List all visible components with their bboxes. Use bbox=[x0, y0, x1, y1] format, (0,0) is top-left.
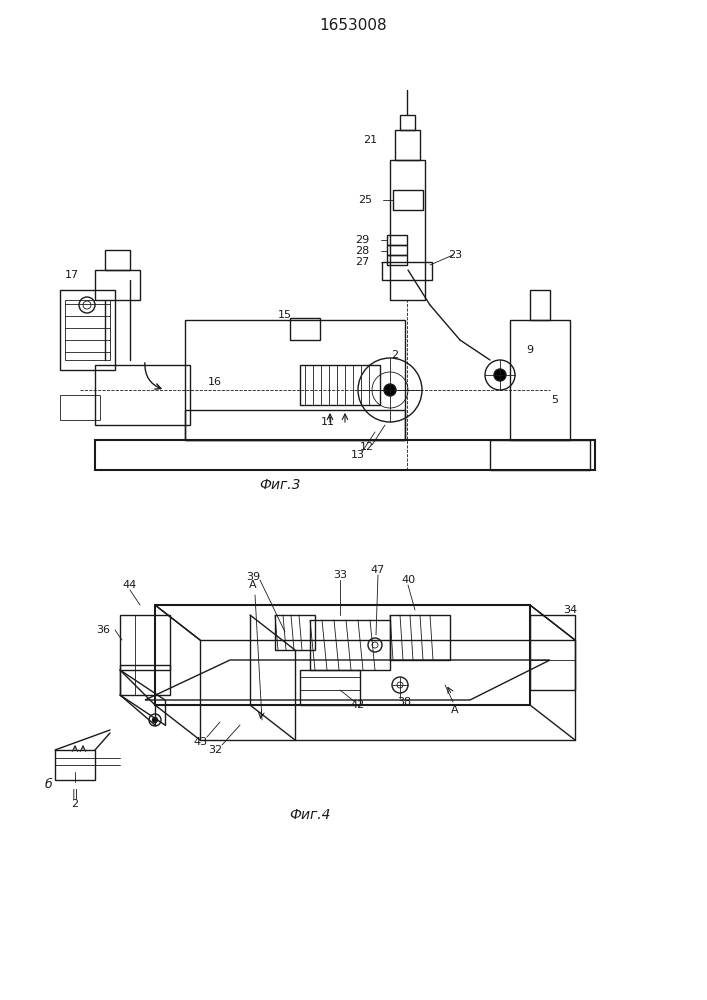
Text: 36: 36 bbox=[96, 625, 110, 635]
Bar bbox=[390, 615, 450, 660]
Text: 29: 29 bbox=[355, 235, 369, 245]
Text: 43: 43 bbox=[193, 737, 207, 747]
Text: 9: 9 bbox=[527, 345, 534, 355]
Text: 12: 12 bbox=[360, 442, 374, 452]
Text: 47: 47 bbox=[371, 565, 385, 575]
Text: 39: 39 bbox=[246, 572, 260, 582]
Text: 17: 17 bbox=[65, 270, 79, 280]
Bar bbox=[300, 670, 360, 705]
Bar bbox=[510, 320, 570, 440]
Text: Фиг.4: Фиг.4 bbox=[289, 808, 331, 822]
Text: 15: 15 bbox=[278, 310, 292, 320]
Bar bbox=[530, 290, 550, 320]
Text: 44: 44 bbox=[123, 580, 137, 590]
Text: 16: 16 bbox=[208, 377, 222, 387]
Text: 13: 13 bbox=[351, 450, 365, 460]
Bar bbox=[95, 440, 595, 470]
Bar bbox=[400, 115, 415, 130]
Bar bbox=[95, 365, 190, 425]
Text: 34: 34 bbox=[563, 605, 577, 615]
Circle shape bbox=[153, 718, 158, 722]
Bar bbox=[310, 620, 390, 670]
Bar bbox=[290, 318, 320, 340]
Bar bbox=[530, 615, 575, 690]
Bar bbox=[60, 395, 100, 420]
Bar bbox=[275, 615, 315, 650]
Circle shape bbox=[384, 384, 396, 396]
Text: Фиг.3: Фиг.3 bbox=[259, 478, 300, 492]
Circle shape bbox=[494, 369, 506, 381]
Text: 40: 40 bbox=[401, 575, 415, 585]
Bar bbox=[55, 750, 95, 780]
Text: 27: 27 bbox=[355, 257, 369, 267]
Bar bbox=[490, 440, 590, 470]
Text: 11: 11 bbox=[321, 417, 335, 427]
Text: ||: || bbox=[71, 789, 78, 799]
Text: 5: 5 bbox=[551, 395, 559, 405]
Bar bbox=[60, 290, 115, 370]
Bar bbox=[95, 270, 140, 300]
Bar bbox=[390, 160, 425, 300]
Bar bbox=[387, 255, 407, 265]
Bar bbox=[105, 250, 130, 270]
Text: 42: 42 bbox=[351, 700, 365, 710]
Text: A: A bbox=[451, 705, 459, 715]
Text: 28: 28 bbox=[355, 246, 369, 256]
Text: 25: 25 bbox=[358, 195, 372, 205]
Text: 33: 33 bbox=[333, 570, 347, 580]
Bar bbox=[300, 365, 380, 405]
Text: 2: 2 bbox=[71, 799, 78, 809]
Text: 23: 23 bbox=[448, 250, 462, 260]
Bar bbox=[382, 262, 432, 280]
Bar bbox=[185, 320, 405, 440]
Text: 21: 21 bbox=[363, 135, 377, 145]
Bar bbox=[395, 130, 420, 160]
Text: б: б bbox=[44, 778, 52, 792]
Bar bbox=[387, 235, 407, 245]
Bar bbox=[387, 245, 407, 255]
Bar bbox=[185, 410, 405, 440]
Bar bbox=[120, 615, 170, 670]
Text: 38: 38 bbox=[397, 697, 411, 707]
Text: 2: 2 bbox=[392, 350, 399, 360]
Bar bbox=[393, 190, 423, 210]
Text: 32: 32 bbox=[208, 745, 222, 755]
Text: 1653008: 1653008 bbox=[319, 17, 387, 32]
Bar bbox=[120, 665, 170, 695]
Bar bbox=[65, 300, 110, 360]
Text: A: A bbox=[249, 580, 257, 590]
